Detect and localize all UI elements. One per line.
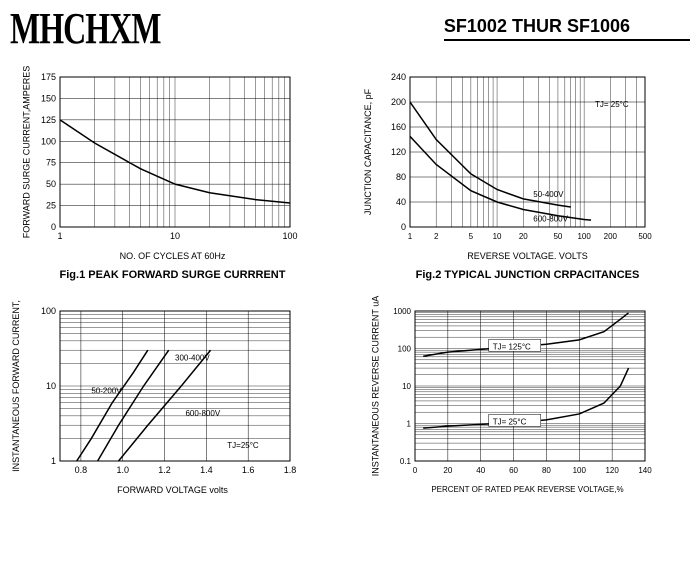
fig1-chart: 0 25 50 75 100 125 150 175 1 10 100 bbox=[10, 67, 310, 247]
svg-text:25: 25 bbox=[46, 201, 56, 211]
svg-text:10: 10 bbox=[493, 232, 502, 241]
svg-text:10: 10 bbox=[46, 381, 56, 391]
svg-text:240: 240 bbox=[391, 72, 406, 82]
svg-text:0.1: 0.1 bbox=[400, 457, 412, 466]
svg-text:1000: 1000 bbox=[393, 307, 411, 316]
svg-text:0: 0 bbox=[401, 222, 406, 232]
svg-text:1.4: 1.4 bbox=[200, 465, 213, 475]
svg-text:0.8: 0.8 bbox=[75, 465, 88, 475]
svg-text:80: 80 bbox=[396, 172, 406, 182]
svg-text:1: 1 bbox=[407, 420, 412, 429]
fig4-xlabel: PERCENT OF RATED PEAK REVERSE VOLTAGE,% bbox=[365, 485, 690, 494]
fig1-xlabel: NO. OF CYCLES AT 60Hz bbox=[10, 251, 335, 261]
svg-text:50: 50 bbox=[46, 179, 56, 189]
svg-text:100: 100 bbox=[282, 231, 297, 241]
svg-text:50-200V: 50-200V bbox=[91, 386, 122, 395]
svg-text:20: 20 bbox=[443, 466, 452, 475]
svg-text:100: 100 bbox=[41, 306, 56, 316]
svg-text:175: 175 bbox=[41, 72, 56, 82]
svg-text:50: 50 bbox=[553, 232, 562, 241]
svg-text:120: 120 bbox=[391, 147, 406, 157]
fig3-ylabel: INSTANTANEOUS FORWARD CURRENT, bbox=[11, 300, 21, 472]
svg-text:0: 0 bbox=[51, 222, 56, 232]
svg-text:TJ= 25°C: TJ= 25°C bbox=[595, 100, 629, 109]
svg-text:40: 40 bbox=[476, 466, 485, 475]
svg-text:75: 75 bbox=[46, 158, 56, 168]
svg-text:2: 2 bbox=[434, 232, 439, 241]
svg-text:100: 100 bbox=[573, 466, 587, 475]
svg-text:125: 125 bbox=[41, 115, 56, 125]
svg-text:50-400V: 50-400V bbox=[533, 190, 564, 199]
svg-text:0: 0 bbox=[413, 466, 418, 475]
svg-text:10: 10 bbox=[170, 231, 180, 241]
svg-text:140: 140 bbox=[638, 466, 652, 475]
svg-text:600-800V: 600-800V bbox=[185, 409, 220, 418]
svg-text:20: 20 bbox=[519, 232, 528, 241]
fig4-ylabel: INSTANTANEOUS REVERSE CURRENT uA bbox=[370, 296, 380, 477]
svg-text:10: 10 bbox=[402, 382, 411, 391]
fig2-ylabel: JUNCTION CAPACITANCE, pF bbox=[363, 89, 373, 215]
svg-text:60: 60 bbox=[509, 466, 518, 475]
fig1-ylabel: FORWARD SURGE CURRENT,AMPERES bbox=[21, 66, 31, 239]
svg-text:100: 100 bbox=[577, 232, 591, 241]
part-number: SF1002 THUR SF1006 bbox=[444, 16, 690, 41]
fig2-cell: JUNCTION CAPACITANCE, pF 040801201602002… bbox=[365, 67, 690, 281]
svg-text:120: 120 bbox=[605, 466, 619, 475]
fig4-cell: INSTANTANEOUS REVERSE CURRENT uA 0.11101… bbox=[365, 301, 690, 495]
brand-logo: MHCHXM bbox=[10, 3, 160, 55]
svg-text:TJ=25°C: TJ=25°C bbox=[227, 441, 259, 450]
fig1-cell: FORWARD SURGE CURRENT,AMPERES 0 25 50 75 100… bbox=[10, 67, 335, 281]
svg-text:600-800V: 600-800V bbox=[533, 215, 568, 224]
svg-text:80: 80 bbox=[542, 466, 551, 475]
fig1-title: Fig.1 PEAK FORWARD SURGE CURRRENT bbox=[10, 269, 335, 281]
fig3-chart: 1101000.81.01.21.41.61.850-200V300-400V6… bbox=[10, 301, 310, 481]
fig2-xlabel: REVERSE VOLTAGE. VOLTS bbox=[365, 251, 690, 261]
svg-text:160: 160 bbox=[391, 122, 406, 132]
fig4-chart: 0.1 1 10 100 1000 0 20 40 60 80 100 120 140 TJ= 125°C… bbox=[365, 301, 665, 481]
svg-text:1.0: 1.0 bbox=[116, 465, 129, 475]
svg-text:1: 1 bbox=[57, 231, 62, 241]
svg-text:1.2: 1.2 bbox=[158, 465, 171, 475]
svg-text:TJ= 125°C: TJ= 125°C bbox=[493, 342, 531, 351]
svg-text:1.6: 1.6 bbox=[242, 465, 255, 475]
fig3-cell: INSTANTANEOUS FORWARD CURRENT, 1 10 100 0.8… bbox=[10, 301, 335, 495]
svg-text:5: 5 bbox=[469, 232, 474, 241]
svg-text:1: 1 bbox=[51, 456, 56, 466]
fig2-chart: 0 40 80 120 160 200 240 1 2 5 10 20 50 100 200 500 50-40… bbox=[365, 67, 665, 247]
svg-text:500: 500 bbox=[638, 232, 652, 241]
svg-text:TJ= 25°C: TJ= 25°C bbox=[493, 417, 527, 426]
fig2-title: Fig.2 TYPICAL JUNCTION CRPACITANCES bbox=[365, 269, 690, 281]
header: MHCHXM SF1002 THUR SF1006 bbox=[10, 10, 690, 47]
svg-text:200: 200 bbox=[604, 232, 618, 241]
svg-text:1.8: 1.8 bbox=[284, 465, 297, 475]
svg-text:1: 1 bbox=[408, 232, 413, 241]
fig3-xlabel: FORWARD VOLTAGE volts bbox=[10, 485, 335, 495]
svg-text:100: 100 bbox=[398, 345, 412, 354]
charts-grid: FORWARD SURGE CURRENT,AMPERES 0255075100… bbox=[10, 67, 690, 495]
svg-text:40: 40 bbox=[396, 197, 406, 207]
svg-text:100: 100 bbox=[41, 136, 56, 146]
svg-text:150: 150 bbox=[41, 93, 56, 103]
svg-text:200: 200 bbox=[391, 97, 406, 107]
